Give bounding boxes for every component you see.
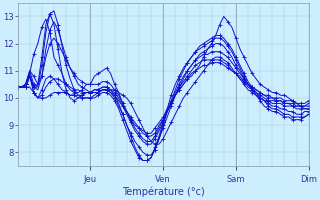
X-axis label: Température (°c): Température (°c) bbox=[122, 187, 204, 197]
